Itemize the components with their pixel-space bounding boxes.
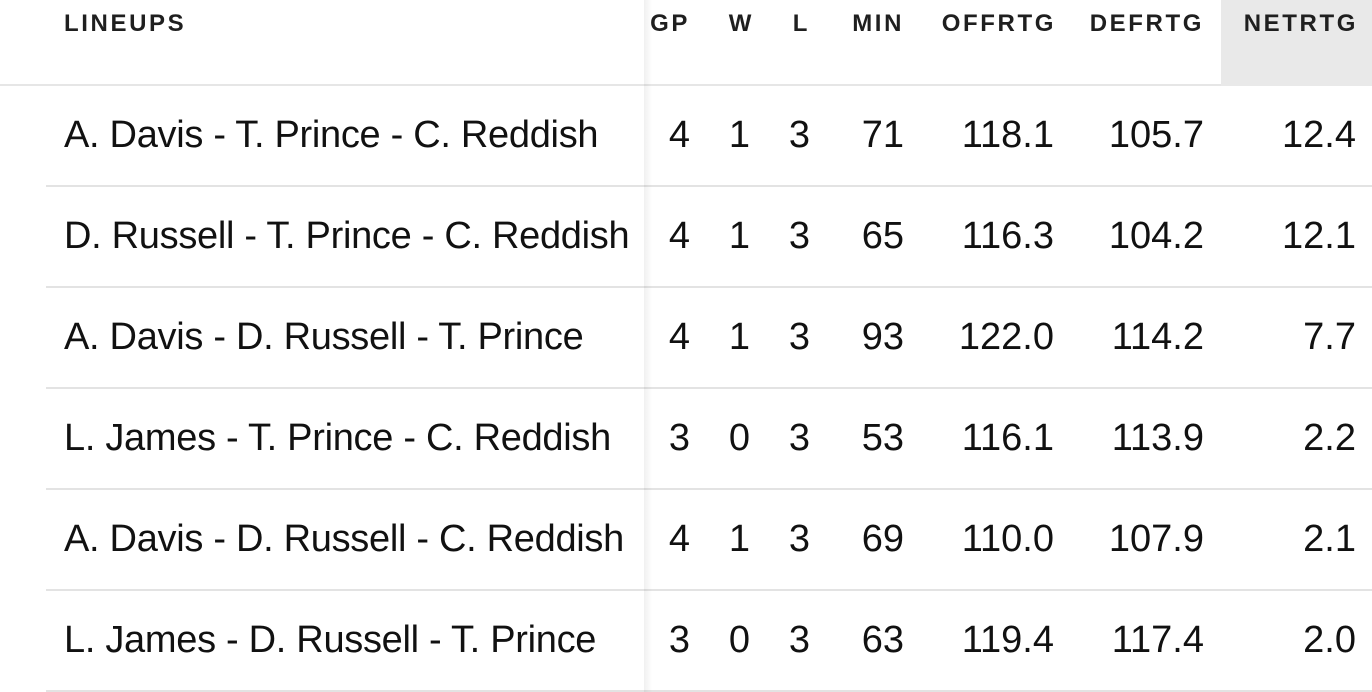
defrtg-cell: 117.4	[1111, 619, 1204, 661]
w-cell: 1	[728, 114, 750, 156]
column-header-l[interactable]: L	[792, 10, 810, 37]
l-cell: 3	[788, 619, 810, 661]
min-cell: 69	[861, 518, 904, 560]
lineup-cell[interactable]: A. Davis - D. Russell - T. Prince	[64, 316, 584, 358]
netrtg-cell: 2.2	[1303, 417, 1356, 459]
w-cell: 1	[728, 316, 750, 358]
offrtg-cell: 116.3	[961, 215, 1054, 257]
lineup-cell[interactable]: L. James - T. Prince - C. Reddish	[64, 417, 611, 459]
l-cell: 3	[788, 417, 810, 459]
l-cell: 3	[788, 114, 810, 156]
column-header-min[interactable]: MIN	[852, 10, 904, 37]
table-row[interactable]: A. Davis - D. Russell - C. Reddish 4 1 3 69 1…	[46, 490, 1372, 591]
offrtg-cell: 110.0	[961, 518, 1054, 560]
defrtg-cell: 105.7	[1108, 114, 1204, 156]
netrtg-cell: 12.4	[1282, 114, 1356, 156]
defrtg-cell: 104.2	[1108, 215, 1204, 257]
l-cell: 3	[788, 316, 810, 358]
column-header-netrtg[interactable]: NETRTG	[1221, 0, 1372, 86]
lineup-cell[interactable]: A. Davis - D. Russell - C. Reddish	[64, 518, 624, 560]
netrtg-cell: 7.7	[1303, 316, 1356, 358]
netrtg-cell: 2.0	[1303, 619, 1356, 661]
defrtg-cell: 114.2	[1111, 316, 1204, 358]
min-cell: 93	[861, 316, 904, 358]
gp-cell: 4	[668, 215, 690, 257]
netrtg-cell: 2.1	[1303, 518, 1356, 560]
table-row[interactable]: A. Davis - T. Prince - C. Reddish 4 1 3 71 11…	[46, 86, 1372, 187]
gp-cell: 3	[668, 619, 690, 661]
table-header: LINEUPS GP W L MIN OFFRTG DEFRTG NETRTG	[0, 0, 1372, 86]
lineup-cell[interactable]: D. Russell - T. Prince - C. Reddish	[64, 215, 630, 257]
table-row[interactable]: L. James - T. Prince - C. Reddish 3 0 3 53 11…	[46, 389, 1372, 490]
table-row[interactable]: D. Russell - T. Prince - C. Reddish 4 1 3 65…	[46, 187, 1372, 288]
column-header-lineups[interactable]: LINEUPS	[64, 10, 187, 37]
column-divider-shadow	[644, 0, 652, 692]
l-cell: 3	[788, 215, 810, 257]
gp-cell: 3	[668, 417, 690, 459]
min-cell: 63	[861, 619, 904, 661]
l-cell: 3	[788, 518, 810, 560]
lineup-cell[interactable]: A. Davis - T. Prince - C. Reddish	[64, 114, 599, 156]
defrtg-cell: 113.9	[1111, 417, 1204, 459]
w-cell: 1	[728, 215, 750, 257]
min-cell: 53	[861, 417, 904, 459]
column-header-w[interactable]: W	[728, 10, 754, 37]
offrtg-cell: 119.4	[961, 619, 1054, 661]
table-row[interactable]: L. James - D. Russell - T. Prince 3 0 3 63 11…	[46, 591, 1372, 692]
min-cell: 65	[861, 215, 904, 257]
column-header-gp[interactable]: GP	[650, 10, 690, 37]
gp-cell: 4	[668, 518, 690, 560]
offrtg-cell: 118.1	[961, 114, 1054, 156]
defrtg-cell: 107.9	[1108, 518, 1204, 560]
netrtg-cell: 12.1	[1282, 215, 1356, 257]
lineup-cell[interactable]: L. James - D. Russell - T. Prince	[64, 619, 597, 661]
gp-cell: 4	[668, 114, 690, 156]
table-row[interactable]: A. Davis - D. Russell - T. Prince 4 1 3 93 12…	[46, 288, 1372, 389]
gp-cell: 4	[668, 316, 690, 358]
offrtg-cell: 116.1	[961, 417, 1054, 459]
offrtg-cell: 122.0	[958, 316, 1054, 358]
min-cell: 71	[861, 114, 904, 156]
w-cell: 0	[728, 417, 750, 459]
column-header-offrtg[interactable]: OFFRTG	[941, 10, 1056, 37]
w-cell: 0	[728, 619, 750, 661]
column-header-defrtg[interactable]: DEFRTG	[1089, 10, 1204, 37]
w-cell: 1	[728, 518, 750, 560]
